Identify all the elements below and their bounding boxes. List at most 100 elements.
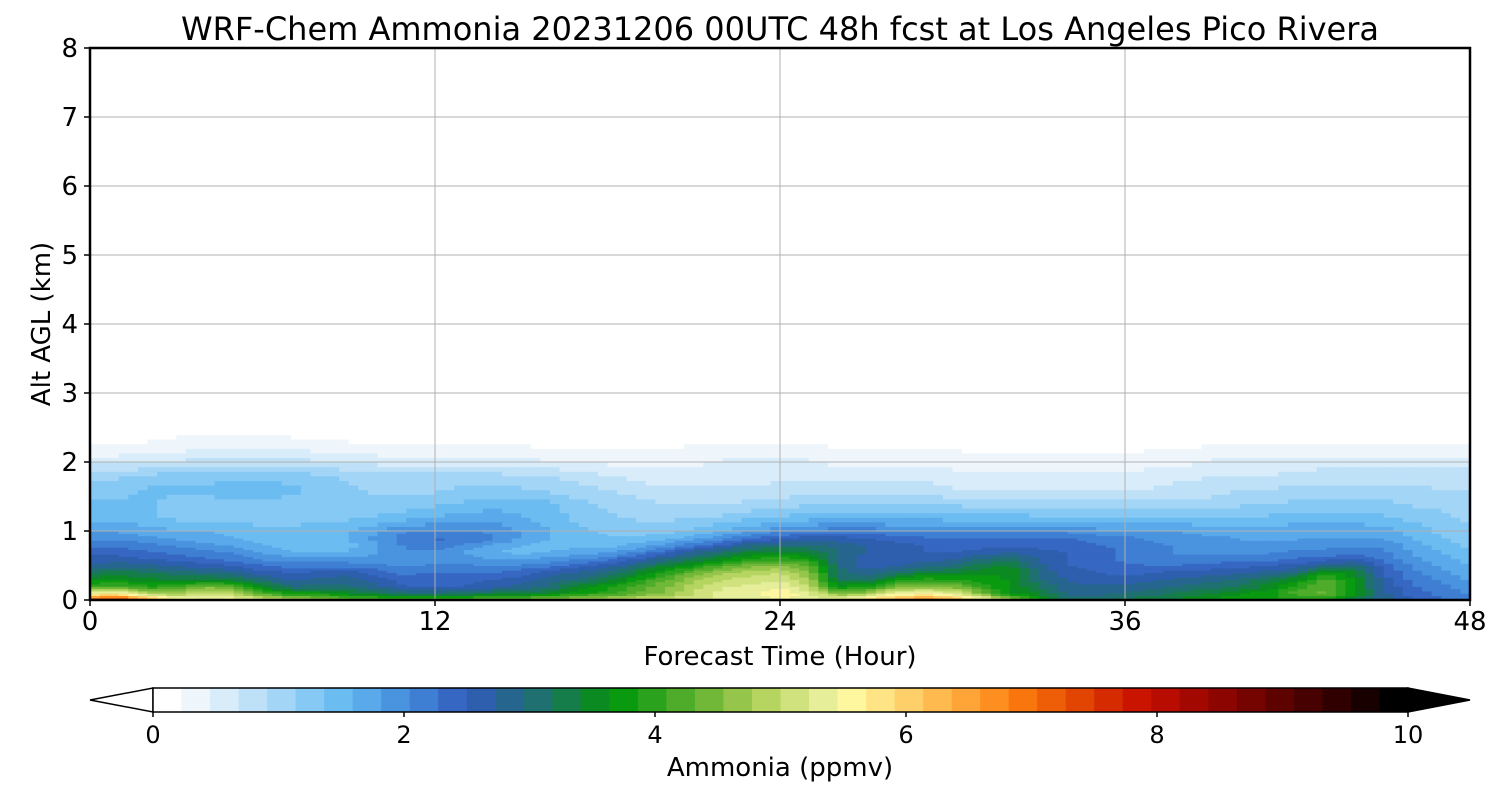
heatmap-cell [626, 531, 637, 534]
heatmap-cell [1192, 567, 1203, 571]
heatmap-cell [827, 572, 839, 576]
heatmap-cell [1287, 567, 1299, 571]
heatmap-cell [684, 567, 695, 571]
heatmap-cell [1163, 521, 1174, 527]
heatmap-cell [1010, 588, 1021, 592]
heatmap-cell [1355, 533, 1366, 537]
heatmap-cell [770, 572, 781, 576]
heatmap-cell [291, 554, 302, 557]
heatmap-cell [1077, 531, 1088, 534]
heatmap-cell [502, 551, 513, 555]
heatmap-cell [1096, 563, 1107, 567]
heatmap-cell [473, 537, 484, 541]
heatmap-cell [502, 565, 513, 569]
heatmap-cell [684, 503, 695, 509]
heatmap-cell [185, 556, 197, 560]
heatmap-cell [540, 579, 551, 583]
heatmap-cell [1268, 565, 1279, 569]
heatmap-cell [1153, 572, 1164, 576]
heatmap-cell [339, 588, 350, 592]
heatmap-cell [1192, 577, 1203, 580]
heatmap-cell [933, 526, 944, 532]
heatmap-cell [454, 572, 465, 576]
heatmap-cell [1000, 579, 1011, 583]
heatmap-cell [482, 581, 494, 585]
heatmap-cell [1125, 574, 1136, 578]
heatmap-cell [799, 544, 810, 548]
heatmap-cell [1201, 533, 1212, 537]
heatmap-cell [856, 567, 867, 571]
heatmap-cell [339, 590, 350, 594]
heatmap-cell [1220, 595, 1232, 599]
heatmap-cell [1048, 586, 1059, 590]
heatmap-cell [655, 572, 666, 576]
heatmap-cell [1182, 542, 1193, 546]
heatmap-cell [511, 577, 522, 580]
heatmap-cell [90, 533, 101, 537]
heatmap-cell [540, 583, 551, 587]
heatmap-cell [377, 551, 388, 555]
heatmap-cell [971, 579, 982, 583]
heatmap-cell [540, 547, 551, 550]
heatmap-cell [1402, 535, 1414, 539]
heatmap-cell [1153, 563, 1164, 567]
heatmap-cell [1057, 521, 1069, 527]
heatmap-cell [1450, 542, 1462, 546]
heatmap-cell [780, 547, 791, 550]
heatmap-cell [329, 544, 340, 548]
heatmap-cell [751, 547, 762, 550]
heatmap-cell [780, 565, 791, 569]
heatmap-cell [195, 570, 206, 573]
heatmap-cell [1211, 556, 1222, 560]
heatmap-cell [454, 581, 465, 585]
heatmap-cell [914, 549, 925, 553]
heatmap-cell [1287, 581, 1299, 585]
heatmap-cell [1029, 544, 1040, 548]
heatmap-cell [674, 558, 685, 562]
heatmap-cell [722, 556, 733, 560]
heatmap-cell [1010, 549, 1021, 553]
heatmap-cell [463, 544, 474, 548]
heatmap-cell [1259, 590, 1270, 594]
heatmap-cell [463, 512, 474, 518]
heatmap-cell [751, 537, 762, 541]
heatmap-cell [1115, 590, 1126, 594]
heatmap-cell [636, 521, 647, 527]
heatmap-cell [952, 570, 963, 573]
heatmap-cell [588, 572, 599, 576]
heatmap-cell [770, 544, 781, 548]
heatmap-cell [272, 567, 283, 571]
heatmap-cell [1172, 583, 1184, 587]
heatmap-cell [492, 579, 503, 583]
heatmap-cell [597, 560, 609, 564]
heatmap-cell [1211, 560, 1222, 564]
heatmap-cell [540, 551, 551, 555]
heatmap-cell [243, 544, 254, 548]
heatmap-cell [942, 517, 954, 523]
heatmap-cell [482, 586, 494, 590]
heatmap-cell [454, 583, 465, 587]
heatmap-cell [1383, 572, 1394, 576]
heatmap-cell [348, 595, 359, 599]
heatmap-cell [799, 533, 810, 537]
heatmap-cell [147, 535, 158, 539]
heatmap-cell [1287, 531, 1299, 534]
heatmap-cell [923, 547, 934, 550]
heatmap-cell [1287, 572, 1299, 576]
heatmap-cell [243, 521, 254, 527]
heatmap-cell [1153, 588, 1164, 592]
heatmap-cell [674, 567, 685, 571]
heatmap-cell [1172, 556, 1184, 560]
heatmap-cell [1249, 517, 1260, 523]
heatmap-cell [914, 531, 925, 534]
heatmap-cell [1125, 583, 1136, 587]
heatmap-cell [454, 558, 465, 562]
heatmap-cell [885, 572, 896, 576]
heatmap-cell [1029, 574, 1040, 578]
heatmap-cell [300, 586, 312, 590]
heatmap-cell [329, 570, 340, 573]
heatmap-cell [1134, 526, 1145, 532]
heatmap-cell [904, 554, 915, 557]
heatmap-cell [866, 535, 877, 539]
heatmap-cell [521, 556, 532, 560]
